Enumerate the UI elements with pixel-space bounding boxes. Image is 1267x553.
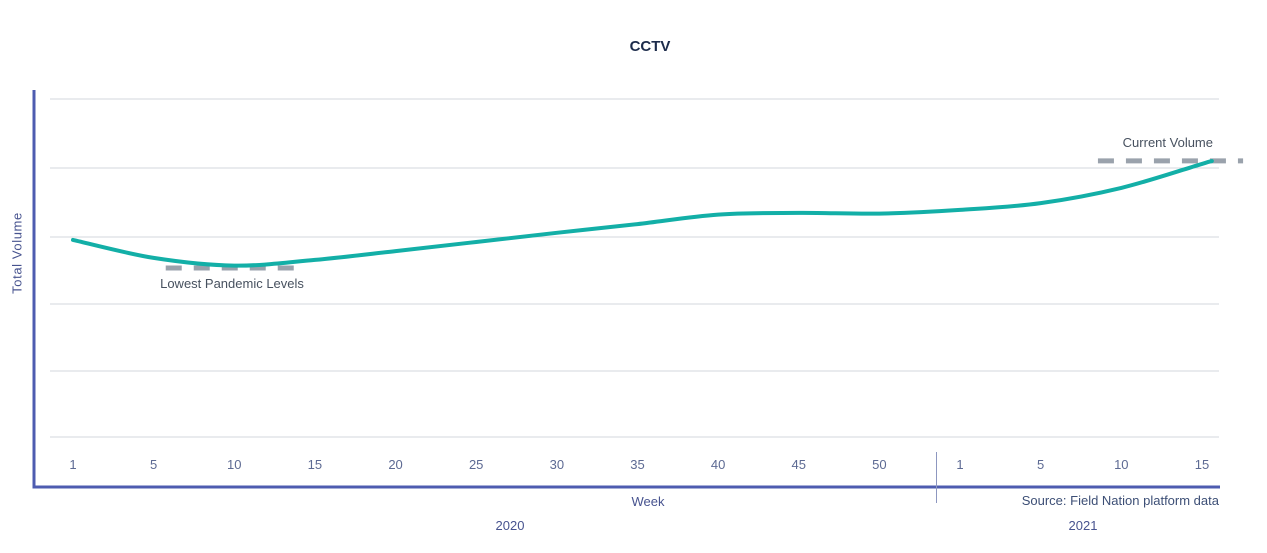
x-tick-label: 10 (227, 457, 242, 472)
x-tick-label: 25 (468, 457, 484, 472)
source-credit: Source: Field Nation platform data (1021, 493, 1219, 508)
x-tick-label: 20 (388, 457, 403, 472)
x-tick-label: 30 (549, 457, 565, 472)
x-tick-label: 40 (710, 457, 726, 472)
x-tick-label: 1 (956, 457, 964, 472)
x-tick-label: 15 (307, 457, 323, 472)
x-tick-label: 45 (791, 457, 806, 472)
x-axis-label: Week (631, 494, 665, 509)
lowest-pandemic-levels-label: Lowest Pandemic Levels (160, 276, 304, 291)
x-tick-label: 15 (1194, 457, 1210, 472)
x-tick-label: 10 (1114, 457, 1129, 472)
x-tick-label: 5 (150, 457, 158, 472)
x-axis-tick-labels: 1 5 10 15 20 25 30 35 40 45 50 1 5 10 15 (0, 457, 1267, 473)
chart-title: CCTV (629, 38, 671, 55)
year-label-2021: 2021 (1068, 518, 1098, 533)
x-tick-label: 50 (872, 457, 887, 472)
volume-line-series (71, 159, 1214, 268)
x-tick-label: 35 (630, 457, 645, 472)
x-tick-label: 5 (1037, 457, 1045, 472)
year-label-2020: 2020 (495, 518, 525, 533)
current-volume-label: Current Volume (1122, 135, 1213, 150)
x-tick-label: 1 (69, 457, 77, 472)
